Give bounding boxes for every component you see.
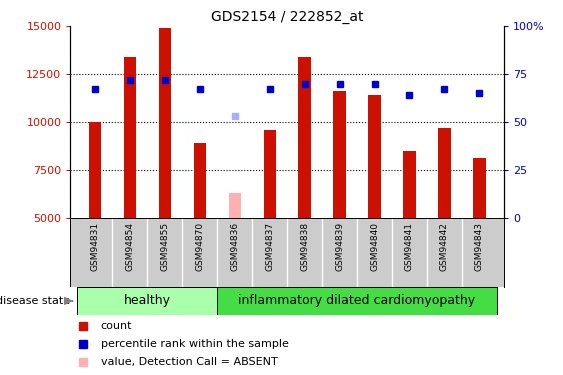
- Bar: [229, 193, 241, 217]
- Text: GSM94854: GSM94854: [126, 222, 135, 272]
- Bar: [89, 122, 101, 218]
- Text: GSM94831: GSM94831: [90, 222, 99, 272]
- Text: GSM94843: GSM94843: [475, 222, 484, 272]
- Text: percentile rank within the sample: percentile rank within the sample: [101, 339, 289, 349]
- Bar: [473, 158, 485, 218]
- Text: GSM94838: GSM94838: [300, 222, 309, 272]
- Text: GSM94855: GSM94855: [160, 222, 169, 272]
- Bar: [439, 128, 450, 218]
- Text: GSM94839: GSM94839: [335, 222, 344, 272]
- Text: disease state: disease state: [0, 296, 70, 306]
- Text: GSM94870: GSM94870: [195, 222, 204, 272]
- Bar: [403, 150, 415, 217]
- Bar: [263, 129, 276, 218]
- Title: GDS2154 / 222852_at: GDS2154 / 222852_at: [211, 10, 363, 24]
- Bar: [333, 91, 346, 218]
- Bar: [298, 57, 311, 217]
- Text: GSM94842: GSM94842: [440, 222, 449, 271]
- Text: GSM94837: GSM94837: [265, 222, 274, 272]
- Bar: [77, 287, 217, 315]
- Bar: [217, 287, 497, 315]
- Text: GSM94841: GSM94841: [405, 222, 414, 272]
- Bar: [368, 95, 381, 218]
- Text: count: count: [101, 321, 132, 332]
- Text: value, Detection Call = ABSENT: value, Detection Call = ABSENT: [101, 357, 278, 367]
- Text: inflammatory dilated cardiomyopathy: inflammatory dilated cardiomyopathy: [239, 294, 476, 307]
- Text: GSM94836: GSM94836: [230, 222, 239, 272]
- Text: GSM94840: GSM94840: [370, 222, 379, 272]
- Bar: [194, 143, 206, 218]
- Text: healthy: healthy: [124, 294, 171, 307]
- Bar: [124, 57, 136, 217]
- Bar: [159, 28, 171, 218]
